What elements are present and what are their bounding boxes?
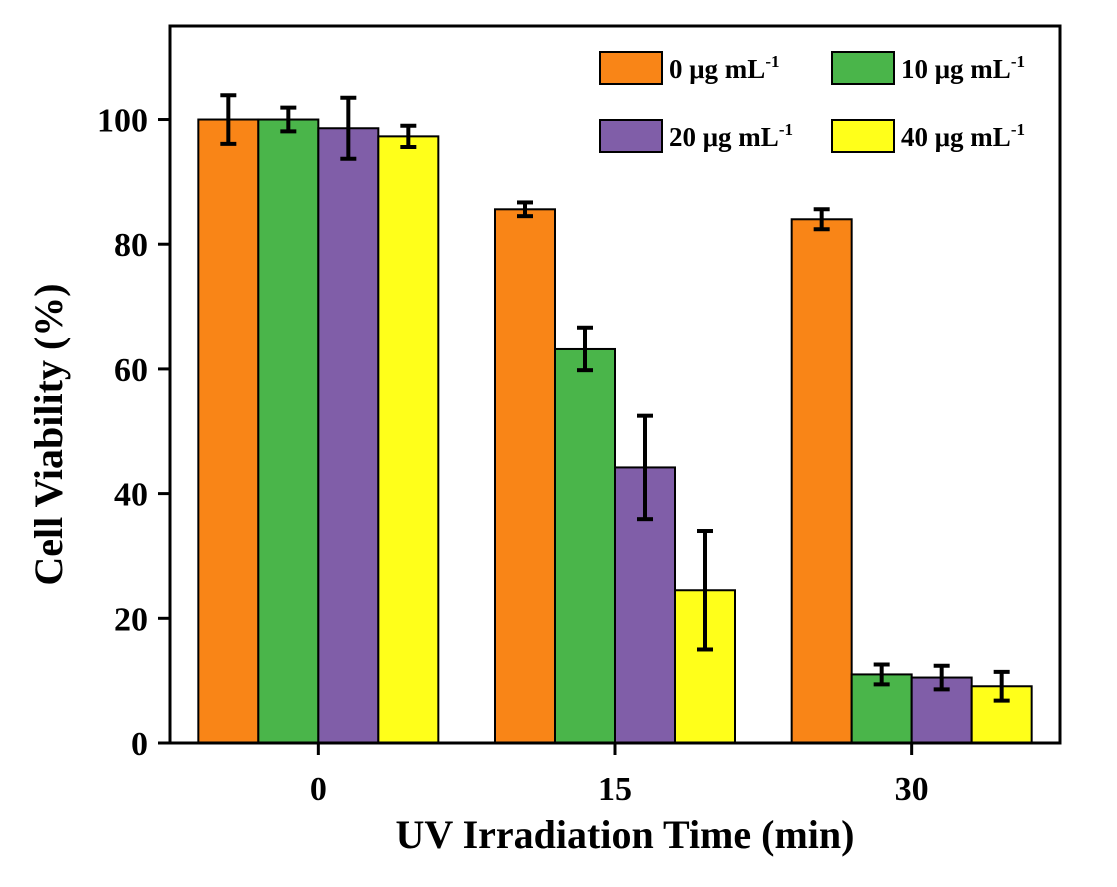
error-bar	[933, 663, 950, 692]
legend-item: 10 μg mL-1	[831, 51, 1025, 85]
bar	[317, 127, 380, 744]
error-bar	[220, 93, 237, 146]
y-tick-label: 40	[114, 477, 148, 514]
legend-item: 0 μg mL-1	[599, 51, 779, 85]
legend-label: 40 μg mL-1	[901, 120, 1025, 152]
bar	[494, 208, 556, 744]
error-bar	[340, 95, 357, 161]
legend-label: 0 μg mL-1	[669, 52, 779, 84]
bars-layer	[197, 118, 1033, 745]
legend: 0 μg mL-1 10 μg mL-1 20 μg mL-1 40 μg mL-1	[599, 51, 1025, 153]
x-axis: 0 15 30	[310, 743, 929, 808]
error-bar	[813, 207, 830, 232]
y-tick-label: 0	[131, 726, 148, 763]
legend-label: 10 μg mL-1	[901, 52, 1025, 84]
legend-item: 20 μg mL-1	[599, 119, 793, 153]
bar	[257, 118, 320, 745]
error-bar	[280, 105, 297, 134]
y-axis-title: Cell Viability (%)	[26, 283, 71, 585]
error-bar	[577, 325, 593, 373]
error-bars-layer	[220, 93, 1010, 703]
legend-label: 20 μg mL-1	[669, 120, 793, 152]
error-bar	[637, 413, 653, 522]
legend-swatch	[599, 119, 663, 153]
x-tick-label: 0	[310, 771, 327, 808]
error-bar	[517, 200, 533, 219]
error-bar	[993, 669, 1010, 703]
legend-swatch	[599, 51, 663, 85]
x-tick-label: 15	[598, 771, 632, 808]
error-bar	[697, 529, 713, 652]
legend-swatch	[831, 51, 895, 85]
legend-swatch	[831, 119, 895, 153]
bar	[554, 347, 616, 744]
error-bar	[873, 662, 890, 687]
error-bar	[400, 123, 417, 149]
legend-item: 40 μg mL-1	[831, 119, 1025, 153]
y-tick-label: 60	[114, 352, 148, 389]
y-axis: 0 20 40 60 80 100	[97, 103, 170, 763]
bar	[377, 135, 440, 744]
y-tick-label: 100	[97, 103, 148, 140]
bar	[790, 218, 853, 744]
y-tick-label: 20	[114, 601, 148, 638]
x-axis-title: UV Irradiation Time (min)	[396, 812, 855, 857]
bar	[197, 118, 260, 745]
x-tick-label: 30	[895, 771, 929, 808]
y-tick-label: 80	[114, 227, 148, 264]
